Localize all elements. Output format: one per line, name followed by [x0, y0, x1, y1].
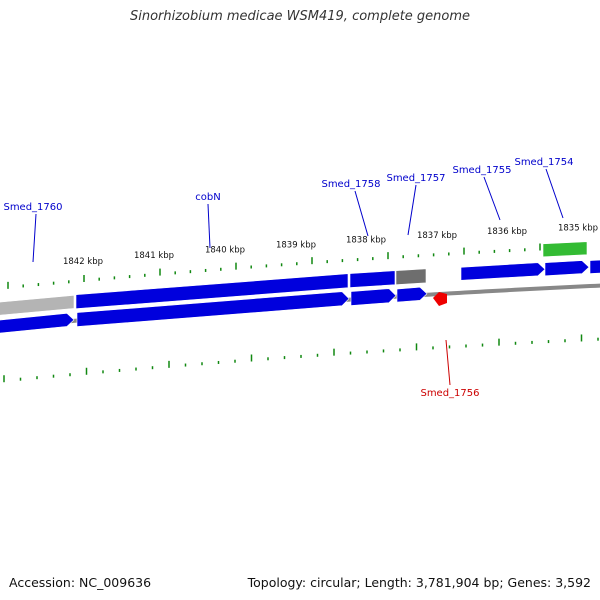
scale-label: 1841 kbp	[134, 251, 174, 261]
gene-label: Smed_1756	[420, 388, 479, 399]
gene-lower-2	[76, 291, 350, 327]
scale-label: 1839 kbp	[276, 240, 316, 250]
scale-label: 1837 kbp	[417, 231, 457, 241]
gene-label: Smed_1758	[321, 179, 380, 190]
gene-label: Smed_1757	[386, 173, 445, 184]
gene-smed-1754a	[544, 260, 590, 277]
rna-smed-1754	[542, 241, 588, 258]
gene-lower-1	[0, 313, 75, 334]
feature-layer	[0, 241, 600, 334]
leader-line	[445, 339, 451, 386]
scale-label: 1842 kbp	[63, 257, 103, 267]
scale-label: 1838 kbp	[346, 236, 386, 246]
gene-label: Smed_1760	[3, 202, 62, 213]
gene-label: Smed_1754	[514, 157, 573, 168]
genome-summary-text: Topology: circular; Length: 3,781,904 bp…	[247, 575, 591, 590]
accession-text: Accession: NC_009636	[9, 575, 152, 590]
highlight-smed-1756	[433, 292, 447, 306]
gene-smed-1758	[349, 270, 396, 288]
gene-smed-1755	[460, 262, 546, 281]
leader-line	[207, 203, 211, 249]
gene-label: Smed_1755	[452, 165, 511, 176]
gene-lower-4	[396, 286, 428, 303]
leader-line	[32, 213, 37, 263]
map-title: Sinorhizobium medicae WSM419, complete g…	[129, 9, 471, 24]
leader-line	[354, 190, 369, 237]
leader-line	[545, 168, 564, 219]
pseudogene-smed-1757	[395, 268, 427, 285]
scale-label: 1840 kbp	[205, 245, 245, 255]
gene-edge	[589, 259, 600, 274]
leader-line	[483, 176, 501, 221]
gene-label: cobN	[195, 192, 220, 203]
label-layer: 1842 kbp 1841 kbp 1840 kbp 1839 kbp 1838 kbp…	[3, 157, 598, 399]
gene-lower-3	[350, 288, 397, 306]
leader-line	[407, 184, 417, 236]
scale-label: 1836 kbp	[487, 227, 527, 237]
scale-label: 1835 kbp	[558, 224, 598, 234]
pseudogene-smed-1760	[0, 295, 75, 316]
gene-cobN	[75, 273, 349, 310]
